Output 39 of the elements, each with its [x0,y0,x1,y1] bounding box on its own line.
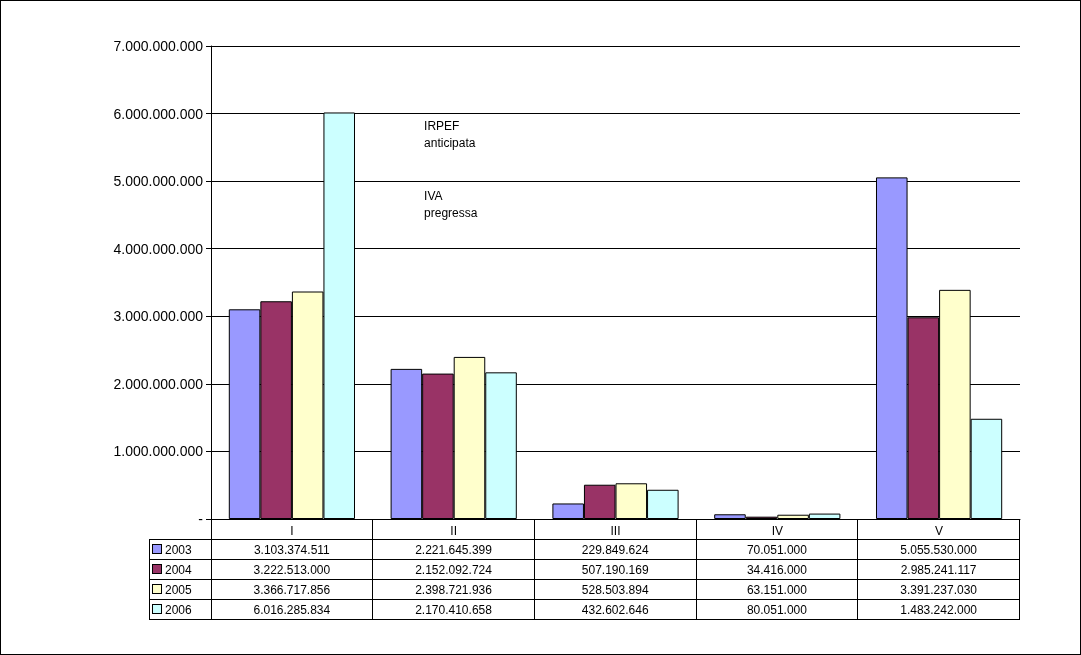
data-label: 2.152.092.724 [372,559,535,580]
data-label: 2.985.241.117 [857,559,1020,580]
legend-label: 2005 [149,579,211,600]
y-tick-label: 7.000.000.000 [113,38,204,54]
legend-label: 2004 [149,559,211,580]
data-label: 3.103.374.511 [211,539,373,560]
data-label: 507.190.169 [534,559,697,580]
x-tick-label: II [450,524,458,538]
y-tick-label: - [198,511,204,527]
y-tick-label: 4.000.000.000 [113,240,204,257]
data-label: 6.016.285.834 [211,599,373,620]
data-label: 34.416.000 [696,559,858,580]
data-label: 3.391.237.030 [857,579,1020,600]
y-tick-label: 3.000.000.000 [113,308,204,325]
annotation: IRPEF anticipata [424,118,477,152]
y-tick-label: 2.000.000.000 [113,375,204,392]
data-label: 2.221.645.399 [372,539,535,560]
x-tick-label: III [610,524,621,538]
data-label: 63.151.000 [696,579,858,600]
data-label: 432.602.646 [534,599,697,620]
y-tick-label: 1.000.000.000 [113,443,204,460]
data-label: 1.483.242.000 [857,599,1020,620]
data-label: 528.503.894 [534,579,697,600]
x-tick-label: V [935,524,944,538]
y-tick-label: 6.000.000.000 [113,105,204,122]
data-label: 70.051.000 [696,539,858,560]
x-tick-label: IV [771,524,783,538]
x-tick-label: I [290,524,294,538]
legend-label: 2003 [149,539,211,560]
y-tick-label: 5.000.000.000 [113,173,204,190]
data-label: 5.055.530.000 [857,539,1020,560]
data-label: 2.170.410.658 [372,599,535,620]
legend-label: 2006 [149,599,211,620]
data-label: 80.051.000 [696,599,858,620]
annotation: IVA pregressa [424,188,479,222]
data-label: 3.366.717.856 [211,579,373,600]
data-label: 2.398.721.936 [372,579,535,600]
data-label: 229.849.624 [534,539,697,560]
data-label: 3.222.513.000 [211,559,373,580]
